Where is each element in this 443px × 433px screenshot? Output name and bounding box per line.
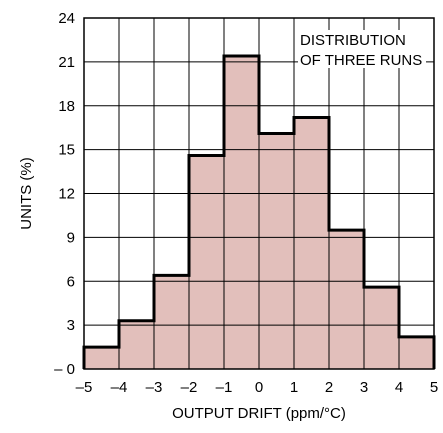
y-tick-label: 6 bbox=[67, 273, 75, 290]
histogram-bar bbox=[399, 336, 434, 369]
histogram-bar bbox=[189, 155, 224, 369]
annotation-line-1: DISTRIBUTION bbox=[300, 32, 406, 49]
y-axis-title: UNITS (%) bbox=[18, 157, 35, 230]
y-tick-label: 12 bbox=[58, 186, 75, 203]
x-tick-label: 3 bbox=[360, 379, 368, 396]
y-tick-label: – 0 bbox=[54, 361, 75, 378]
bars-layer bbox=[84, 56, 434, 370]
annotation-line-2: OF THREE RUNS bbox=[300, 52, 422, 69]
histogram-bar bbox=[329, 230, 364, 369]
y-tick-label: 15 bbox=[58, 142, 75, 159]
x-tick-label: –2 bbox=[181, 379, 198, 396]
x-tick-label: –3 bbox=[146, 379, 163, 396]
y-tick-label: 24 bbox=[58, 10, 75, 27]
x-tick-label: 4 bbox=[395, 379, 403, 396]
y-tick-label: 9 bbox=[67, 229, 75, 246]
x-tick-label: 0 bbox=[255, 379, 263, 396]
x-tick-labels: –5 –4 –3 –2 –1 0 1 2 3 4 5 bbox=[76, 379, 439, 396]
y-tick-label: 3 bbox=[67, 317, 75, 334]
x-tick-label: 1 bbox=[290, 379, 298, 396]
y-tick-label: 21 bbox=[58, 54, 75, 71]
histogram-bar bbox=[84, 347, 119, 369]
x-tick-label: 2 bbox=[325, 379, 333, 396]
plot-frame bbox=[83, 17, 435, 370]
histogram-bar bbox=[224, 56, 259, 370]
histogram-bar bbox=[294, 117, 329, 369]
histogram-bar bbox=[259, 133, 294, 369]
histogram-outline bbox=[82, 54, 436, 369]
y-tick-labels: – 0 3 6 9 12 15 18 21 24 bbox=[54, 10, 75, 378]
x-tick-label: –5 bbox=[76, 379, 93, 396]
histogram-bar bbox=[364, 287, 399, 369]
annotation-background bbox=[298, 30, 426, 68]
x-axis-title: OUTPUT DRIFT (ppm/°C) bbox=[172, 405, 346, 422]
x-tick-label: –4 bbox=[111, 379, 128, 396]
histogram-bar bbox=[119, 320, 154, 369]
y-tick-label: 18 bbox=[58, 98, 75, 115]
x-tick-label: 5 bbox=[430, 379, 438, 396]
histogram-bar bbox=[154, 275, 189, 369]
x-tick-label: –1 bbox=[216, 379, 233, 396]
